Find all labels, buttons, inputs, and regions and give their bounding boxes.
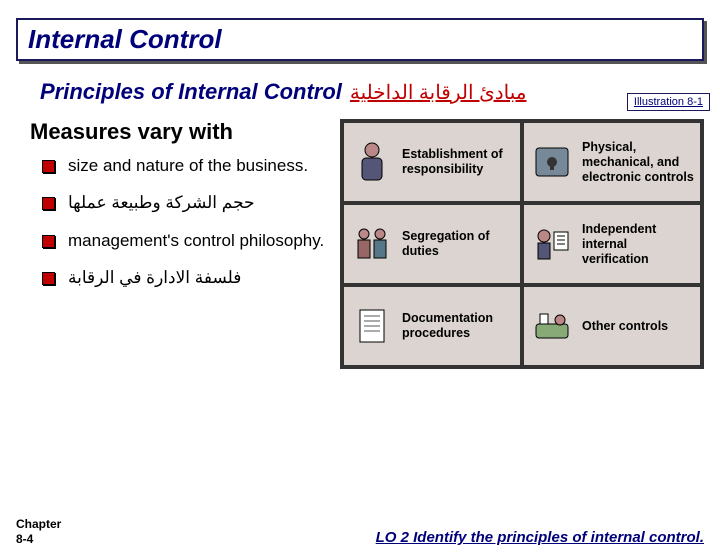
page-title: Internal Control — [28, 24, 692, 55]
illustration-label: Illustration 8-1 — [627, 93, 710, 111]
verify-icon — [530, 222, 574, 266]
list-item: حجم الشركة وطبيعة عملها — [48, 192, 330, 213]
grid-label: Establishment of responsibility — [402, 147, 514, 177]
title-bar: Internal Control — [16, 18, 704, 61]
list-item: فلسفة الادارة في الرقابة — [48, 267, 330, 288]
person-icon — [350, 140, 394, 184]
chapter-label: Chapter8-4 — [16, 517, 61, 546]
grid-label: Segregation of duties — [402, 229, 514, 259]
grid-cell: Establishment of responsibility — [344, 123, 520, 201]
grid-cell: Segregation of duties — [344, 205, 520, 283]
learning-objective: LO 2 Identify the principles of internal… — [376, 529, 704, 546]
subtitle-row: Principles of Internal Control مبادئ الر… — [40, 79, 704, 105]
footer: Chapter8-4 LO 2 Identify the principles … — [16, 517, 704, 546]
subtitle-ar: مبادئ الرقابة الداخلية — [350, 80, 527, 105]
other-icon — [530, 304, 574, 348]
document-icon — [350, 304, 394, 348]
grid-label: Physical, mechanical, and electronic con… — [582, 140, 694, 185]
list-item: size and nature of the business. — [48, 155, 330, 176]
grid-cell: Physical, mechanical, and electronic con… — [524, 123, 700, 201]
bullet-list: size and nature of the business. حجم الش… — [30, 155, 330, 288]
grid-cell: Documentation procedures — [344, 287, 520, 365]
content-row: Measures vary with size and nature of th… — [30, 119, 704, 369]
grid-label: Independent internal verification — [582, 222, 694, 267]
measures-title: Measures vary with — [30, 119, 330, 145]
list-item: management's control philosophy. — [48, 230, 330, 251]
people-icon — [350, 222, 394, 266]
grid-cell: Other controls — [524, 287, 700, 365]
grid-label: Other controls — [582, 319, 668, 334]
lock-icon — [530, 140, 574, 184]
grid-cell: Independent internal verification — [524, 205, 700, 283]
grid-label: Documentation procedures — [402, 311, 514, 341]
subtitle-en: Principles of Internal Control — [40, 79, 342, 105]
left-column: Measures vary with size and nature of th… — [30, 119, 330, 369]
principles-grid: Establishment of responsibility Physical… — [340, 119, 704, 369]
